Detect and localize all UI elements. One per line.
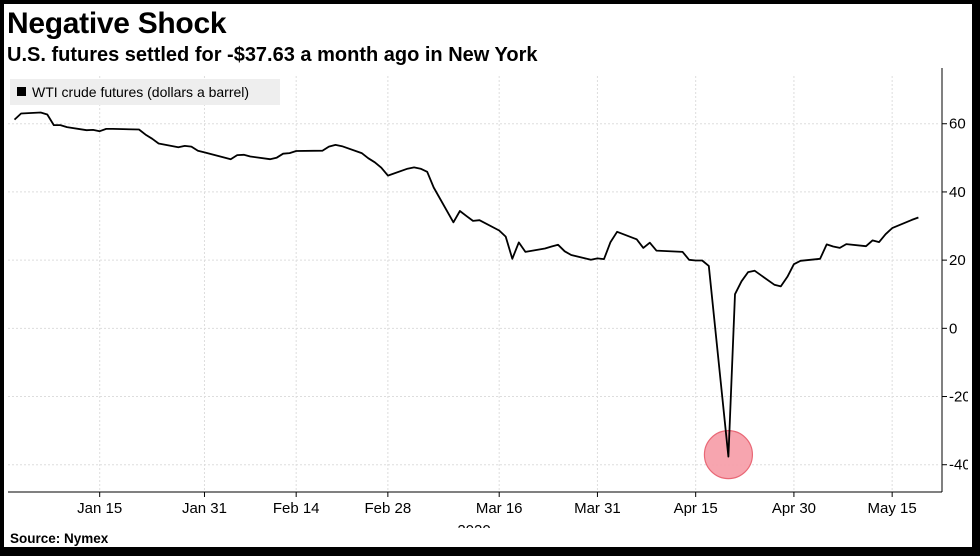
legend-background <box>10 79 280 105</box>
legend-entry: WTI crude futures (dollars a barrel) <box>32 84 249 100</box>
x-tick-label: May 15 <box>868 500 917 517</box>
chart-panel: Negative Shock U.S. futures settled for … <box>4 4 972 547</box>
x-tick-label: Jan 31 <box>182 500 227 517</box>
series-group <box>13 111 919 458</box>
x-tick-label: Feb 14 <box>273 500 320 517</box>
source-note: Source: Nymex <box>10 531 109 546</box>
grid-lines <box>8 76 938 492</box>
y-tick-label: 20 <box>949 252 966 269</box>
x-tick-label: Apr 30 <box>772 500 816 517</box>
series-line <box>13 111 919 458</box>
axes: -40 -20 0 20 40 60 Jan 15 Jan 31 Feb 14 Feb 28 Mar… <box>8 68 968 528</box>
chart-subtitle: U.S. futures settled for -$37.63 a month… <box>7 44 538 66</box>
y-tick-label: 60 <box>949 116 966 133</box>
line-chart: WTI crude futures (dollars a barrel) -40… <box>8 68 968 528</box>
y-tick-label: 40 <box>949 184 966 201</box>
y-tick-label: -20 <box>949 389 968 406</box>
x-tick-label: Apr 15 <box>674 500 718 517</box>
legend-swatch <box>17 87 26 96</box>
x-tick-label: Feb 28 <box>365 500 412 517</box>
x-tick-label: Mar 31 <box>574 500 621 517</box>
y-tick-label: 0 <box>949 320 957 337</box>
x-year-label: 2020 <box>457 522 490 528</box>
x-tick-label: Jan 15 <box>77 500 122 517</box>
y-tick-label: -40 <box>949 457 968 474</box>
x-tick-label: Mar 16 <box>476 500 523 517</box>
chart-title: Negative Shock <box>7 7 227 40</box>
legend: WTI crude futures (dollars a barrel) <box>10 79 280 105</box>
